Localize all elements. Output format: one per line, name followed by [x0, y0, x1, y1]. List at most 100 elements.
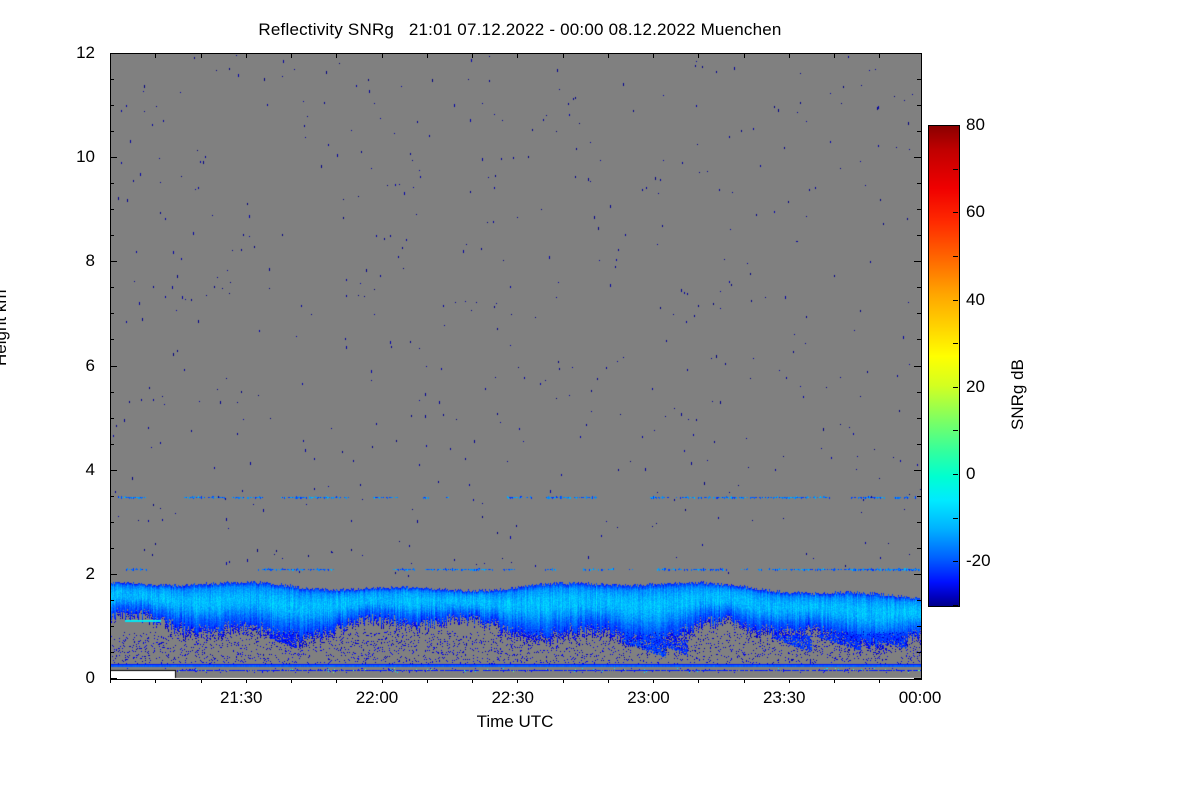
x-tick [155, 679, 156, 683]
x-tick-top [744, 54, 745, 58]
x-tick [246, 679, 247, 683]
x-tick-top [879, 54, 880, 58]
y-tick-right [914, 366, 921, 367]
colorbar-tick [953, 300, 958, 301]
colorbar-tick [953, 518, 958, 519]
y-tick [110, 418, 114, 419]
y-tick-label: 12 [76, 43, 95, 62]
y-axis-title: Height km [0, 289, 10, 366]
x-tick-top [517, 54, 518, 58]
y-tick-right [917, 548, 921, 549]
x-tick [382, 679, 383, 683]
colorbar-tick-label: 0 [966, 464, 976, 484]
x-tick [291, 679, 292, 683]
y-tick [110, 287, 114, 288]
y-tick-right [917, 626, 921, 627]
x-tick-top [382, 54, 383, 58]
x-tick-top [834, 54, 835, 58]
y-tick-right [917, 131, 921, 132]
y-tick [110, 600, 114, 601]
x-tick-top [155, 54, 156, 58]
x-tick-label: 22:30 [491, 688, 534, 707]
y-tick [110, 574, 117, 575]
x-tick-top [608, 54, 609, 58]
y-tick [110, 678, 117, 679]
x-tick-label: 22:00 [355, 688, 399, 707]
x-tick-top [698, 54, 699, 58]
y-tick-right [917, 600, 921, 601]
radar-time-height-plot[interactable] [110, 53, 922, 680]
y-tick [110, 626, 114, 627]
colorbar-tick [953, 474, 958, 475]
y-tick-right [914, 157, 921, 158]
x-axis-title: Time UTC [476, 712, 554, 731]
y-tick-label: 10 [76, 147, 95, 167]
y-tick-right [917, 652, 921, 653]
y-tick-right [917, 418, 921, 419]
y-tick-right [917, 392, 921, 393]
x-tick [608, 679, 609, 683]
x-tick-label: 00:00 [898, 688, 942, 707]
y-tick-label: 2 [85, 563, 95, 583]
y-tick [110, 548, 114, 549]
y-tick-right [914, 678, 921, 679]
x-tick-label: 23:30 [762, 688, 806, 707]
y-tick-right [917, 183, 921, 184]
y-tick-right [917, 496, 921, 497]
x-tick-label: 23:00 [627, 688, 670, 707]
x-tick-label: 21:30 [219, 688, 263, 707]
colorbar[interactable] [928, 125, 960, 607]
x-tick [517, 679, 518, 683]
x-tick-top [472, 54, 473, 58]
colorbar-tick-label: 40 [966, 289, 985, 309]
colorbar-title: SNRg dB [1008, 359, 1027, 430]
x-tick [427, 679, 428, 683]
y-tick [110, 392, 114, 393]
x-tick [110, 679, 111, 683]
y-tick-right [917, 339, 921, 340]
y-tick-right [914, 574, 921, 575]
y-tick-right [917, 444, 921, 445]
x-tick-top [246, 54, 247, 58]
colorbar-tick [953, 387, 958, 388]
y-tick [110, 235, 114, 236]
x-tick [834, 679, 835, 683]
y-tick-right [917, 209, 921, 210]
y-tick-right [917, 522, 921, 523]
colorbar-tick-label: 60 [966, 202, 985, 222]
colorbar-tick [953, 605, 958, 606]
x-tick-top [201, 54, 202, 58]
colorbar-tick [953, 125, 958, 126]
x-tick-top [336, 54, 337, 58]
reflectivity-heatmap [111, 54, 921, 679]
y-tick [110, 131, 114, 132]
x-tick [698, 679, 699, 683]
y-tick-right [914, 53, 921, 54]
y-tick [110, 339, 114, 340]
y-tick [110, 53, 117, 54]
y-tick-label: 0 [85, 668, 95, 687]
y-tick [110, 652, 114, 653]
y-tick [110, 261, 117, 262]
y-tick [110, 522, 114, 523]
x-tick-top [789, 54, 790, 58]
chart-title: Reflectivity SNRg 21:01 07.12.2022 - 00:… [258, 20, 782, 39]
x-tick-top [427, 54, 428, 58]
x-tick-top [110, 54, 111, 58]
y-tick-right [914, 261, 921, 262]
y-tick [110, 105, 114, 106]
y-tick-right [917, 313, 921, 314]
x-tick [744, 679, 745, 683]
colorbar-tick [953, 343, 958, 344]
y-tick [110, 444, 114, 445]
y-tick [110, 366, 117, 367]
y-tick-label: 4 [85, 459, 95, 479]
y-tick [110, 183, 114, 184]
y-tick [110, 496, 114, 497]
x-tick [789, 679, 790, 683]
colorbar-tick [953, 561, 958, 562]
x-tick [563, 679, 564, 683]
colorbar-tick-label: -20 [966, 551, 991, 571]
colorbar-tick [953, 256, 958, 257]
